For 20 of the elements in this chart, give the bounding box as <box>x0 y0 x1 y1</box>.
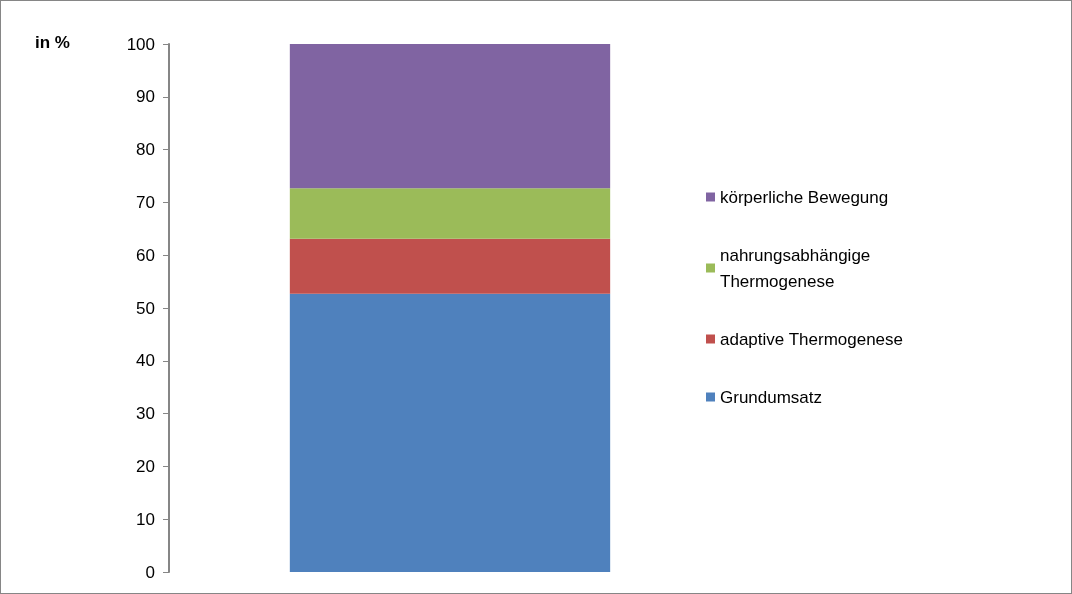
y-tick-label: 20 <box>136 456 155 476</box>
y-tick-label: 90 <box>136 87 155 107</box>
bar <box>289 293 611 572</box>
y-tick-label: 80 <box>136 140 155 160</box>
y-tick-label: 50 <box>136 298 155 318</box>
bar <box>289 44 611 189</box>
y-tick-label: 10 <box>136 509 155 529</box>
bar <box>289 188 611 239</box>
y-tick-label: 30 <box>136 404 155 424</box>
y-tick-label: 70 <box>136 192 155 212</box>
y-tick-label: 40 <box>136 351 155 371</box>
y-tick-label: 0 <box>145 562 155 582</box>
legend-label: Grundumsatz <box>720 387 823 407</box>
y-axis-title: in % <box>35 33 70 52</box>
legend-label: körperliche Bewegung <box>720 187 889 207</box>
y-tick-label: 100 <box>126 34 155 54</box>
bar <box>289 238 611 294</box>
legend-label: adaptive Thermogenese <box>720 329 904 349</box>
legend-label: nahrungsabhängige Thermogenese <box>720 245 876 291</box>
y-tick-label: 60 <box>136 245 155 265</box>
